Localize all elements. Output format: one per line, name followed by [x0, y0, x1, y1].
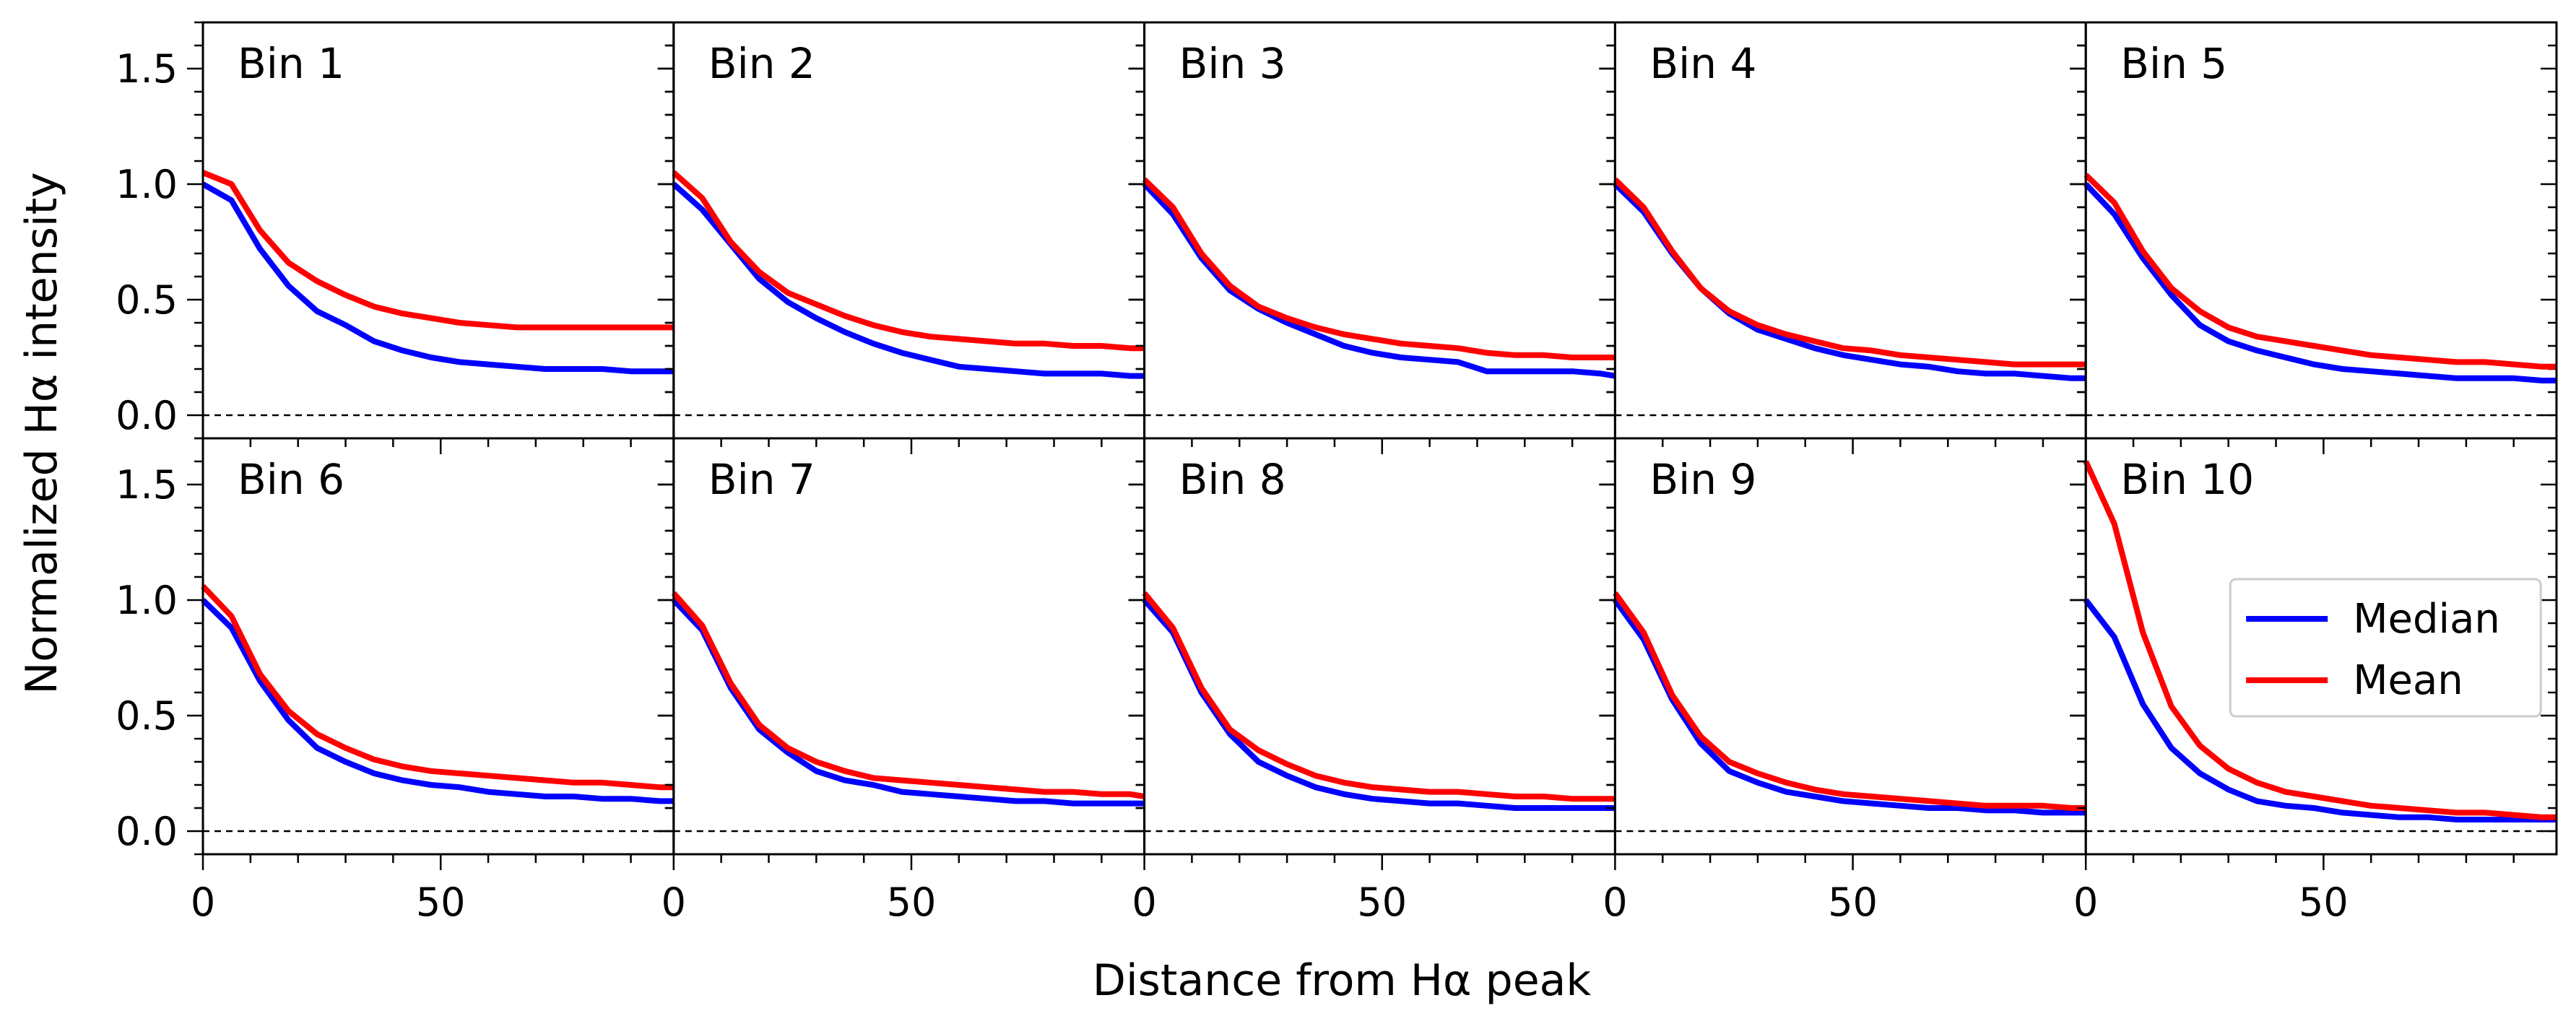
series-line-median	[201, 181, 674, 375]
x-tick-label: 0	[1132, 880, 1156, 925]
x-axis-label: Distance from Hα peak	[1093, 955, 1592, 1006]
panel-label: Bin 2	[708, 39, 815, 88]
panel-4: Bin 4	[1599, 21, 2087, 454]
x-tick-label: 50	[416, 880, 466, 925]
series-line-median	[201, 598, 674, 804]
y-tick-label: 0.0	[116, 393, 178, 438]
x-tick-label: 0	[191, 880, 215, 925]
series-line-median	[1613, 598, 2086, 816]
panel-3: Bin 3	[1128, 21, 1616, 454]
panel-label: Bin 7	[708, 455, 815, 504]
panel-2: Bin 2	[657, 21, 1146, 454]
x-tick-label: 50	[1357, 880, 1407, 925]
series-line-mean	[2083, 173, 2557, 370]
x-tick-label: 0	[1603, 880, 1627, 925]
series-line-mean	[201, 170, 674, 331]
panel-1: 0.0 0.5 1.0 1.5 Bin 1	[116, 21, 675, 454]
panel-label: Bin 9	[1649, 455, 1756, 504]
series-line-mean	[1142, 591, 1616, 802]
x-tick-label: 50	[2299, 880, 2349, 925]
y-tick-label: 1.0	[116, 578, 178, 623]
y-tick-label: 0.0	[116, 809, 178, 854]
series-line-mean	[671, 591, 1145, 799]
y-tick-label: 0.5	[116, 693, 178, 739]
y-tick-label: 1.5	[116, 46, 178, 92]
plot-area: 0.0 0.5 1.0 1.5 Bin 1 Bin 2 Bin 3 Bin 4 Bin 5 0 50…	[116, 21, 2558, 925]
panel-label: Bin 6	[238, 455, 344, 504]
x-tick-label: 50	[1828, 880, 1878, 925]
panel-frame	[2084, 437, 2558, 856]
panel-8: 0 50 Bin 8	[1128, 437, 1616, 925]
series-line-median	[2083, 182, 2557, 383]
legend: Median Mean	[2229, 578, 2542, 718]
panel-7: 0 50 Bin 7	[657, 437, 1146, 925]
panel-10: 0 50 Bin 10	[2070, 437, 2558, 925]
panel-label: Bin 10	[2120, 455, 2254, 504]
panel-6: 0 50 0.0 0.5 1.0 1.5 Bin 6	[116, 437, 675, 925]
series-line-mean	[2083, 460, 2557, 820]
y-tick-label: 1.5	[116, 462, 178, 508]
legend-label-median: Median	[2353, 596, 2500, 643]
y-axis-label: Normalized Hα intensity	[17, 172, 67, 694]
series-line-mean	[1613, 177, 2086, 368]
panel-label: Bin 8	[1179, 455, 1286, 504]
series-line-median	[672, 182, 1145, 379]
series-line-median	[2083, 598, 2557, 822]
panel-9: 0 50 Bin 9	[1599, 437, 2087, 925]
panel-label: Bin 5	[2120, 39, 2227, 88]
x-tick-label: 50	[887, 880, 937, 925]
series-line-mean	[201, 584, 674, 791]
y-tick-label: 1.0	[116, 162, 178, 207]
panel-label: Bin 4	[1649, 39, 1756, 88]
legend-label-mean: Mean	[2353, 657, 2463, 704]
series-line-mean	[672, 170, 1145, 352]
series-line-mean	[1613, 591, 2086, 811]
x-tick-label: 0	[662, 880, 686, 925]
panel-label: Bin 1	[238, 39, 344, 88]
panel-5: Bin 5	[2070, 21, 2558, 454]
panel-label: Bin 3	[1179, 39, 1286, 88]
y-tick-label: 0.5	[116, 277, 178, 323]
series-line-median	[1142, 182, 1616, 379]
x-tick-label: 0	[2073, 880, 2098, 925]
series-line-mean	[1142, 177, 1616, 360]
